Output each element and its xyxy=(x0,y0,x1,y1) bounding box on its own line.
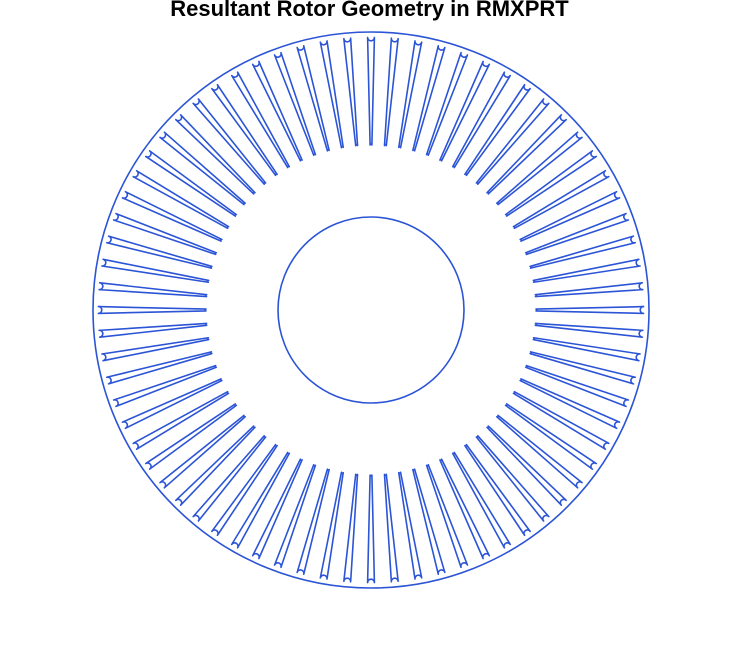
rotor-slot xyxy=(425,463,469,569)
rotor-slot xyxy=(535,305,645,315)
rotor-slot xyxy=(112,364,218,408)
rotor-slot xyxy=(112,212,218,256)
rotor-slot xyxy=(366,36,376,146)
rotor-slot xyxy=(101,258,210,284)
rotor-slot xyxy=(144,150,238,217)
rotor-slot xyxy=(512,390,610,451)
rotor-slot xyxy=(343,37,359,147)
rotor-slot xyxy=(504,403,598,470)
rotor-slot xyxy=(106,351,213,385)
rotor-slot xyxy=(524,364,630,408)
rotor-slot xyxy=(439,458,491,560)
rotor-slot xyxy=(211,83,278,177)
rotor-slot xyxy=(319,40,345,149)
figure-title: Resultant Rotor Geometry in RMXPRT xyxy=(170,0,569,21)
rotor-slot xyxy=(97,305,207,315)
rotor-slot xyxy=(192,435,267,522)
rotor-slot xyxy=(464,443,531,537)
rotor-slot xyxy=(273,463,317,569)
rotor-slot xyxy=(496,131,583,206)
rotor-slot xyxy=(504,150,598,217)
rotor-slot xyxy=(439,60,491,162)
rotor-slot xyxy=(451,451,512,549)
rotor-slot xyxy=(121,378,223,430)
rotor-slot xyxy=(121,190,223,242)
rotor-slot xyxy=(529,351,636,385)
rotor-slot xyxy=(534,282,644,298)
rotor-slot xyxy=(230,451,291,549)
rotor-slot xyxy=(534,322,644,338)
rotor-slot xyxy=(230,71,291,169)
rotor-slot xyxy=(519,190,621,242)
rotor-slot xyxy=(159,131,246,206)
rotor-slot xyxy=(175,425,256,506)
rotor-slot xyxy=(532,258,641,284)
rotor-slot xyxy=(425,51,469,157)
rotor-slot xyxy=(273,51,317,157)
rotor-slot xyxy=(486,114,567,195)
rotor-slot xyxy=(412,468,446,575)
rotor-slot xyxy=(159,414,246,489)
rotor-slot xyxy=(144,403,238,470)
rotor-slot xyxy=(106,235,213,269)
rotor-lamination xyxy=(92,31,650,589)
rotor-slot xyxy=(132,390,230,451)
rotor-slot xyxy=(98,322,208,338)
rotor-slot xyxy=(475,98,550,185)
rotor-slot xyxy=(296,468,330,575)
shaft-bore xyxy=(277,216,465,404)
rotor-slot xyxy=(366,474,376,584)
rotor-slot xyxy=(486,425,567,506)
rotor-slot xyxy=(343,473,359,583)
rotor-slot xyxy=(251,60,303,162)
rotor-slot xyxy=(251,458,303,560)
rotor-slot xyxy=(397,471,423,580)
rotor-slot xyxy=(383,473,399,583)
rotor-slot xyxy=(529,235,636,269)
rotor-outer-boundary xyxy=(92,31,650,589)
rotor-slot xyxy=(519,378,621,430)
rotor-slot xyxy=(175,114,256,195)
rotor-slot xyxy=(475,435,550,522)
rotor-slot xyxy=(496,414,583,489)
rotor-slot xyxy=(524,212,630,256)
rotor-slot xyxy=(464,83,531,177)
rotor-slot xyxy=(383,37,399,147)
rotor-slot xyxy=(319,471,345,580)
rotor-slot xyxy=(211,443,278,537)
rotor-slot xyxy=(532,336,641,362)
rotor-slot xyxy=(397,40,423,149)
rotor-slot xyxy=(451,71,512,169)
rotor-slot xyxy=(132,169,230,230)
rotor-slot xyxy=(98,282,208,298)
rotor-slot xyxy=(101,336,210,362)
rotor-slot xyxy=(192,98,267,185)
rotor-slot xyxy=(296,45,330,152)
rotor-slot xyxy=(412,45,446,152)
rotor-slot xyxy=(512,169,610,230)
